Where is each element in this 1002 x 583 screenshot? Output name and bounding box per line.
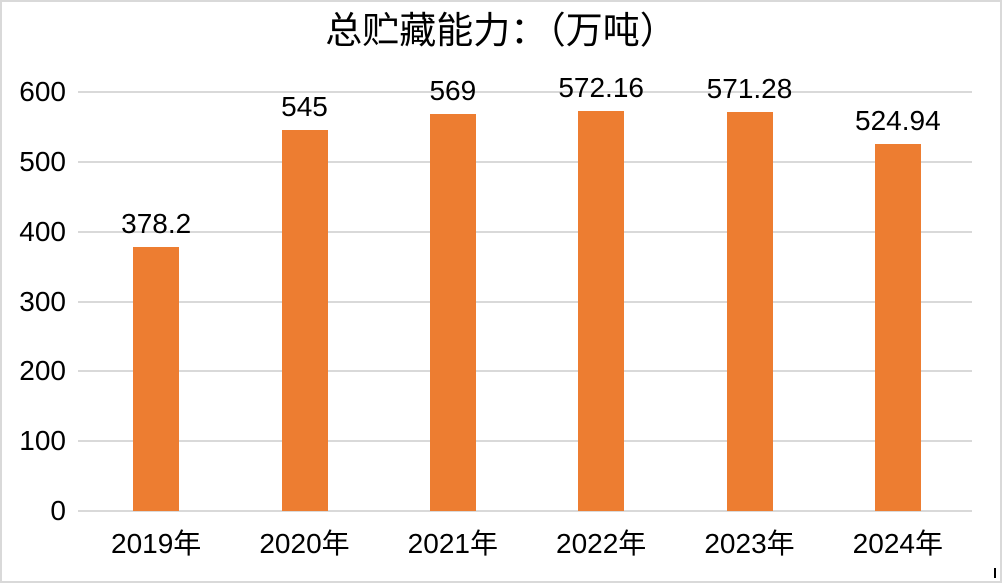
bar [874, 144, 921, 511]
x-axis-category-label: 2022年 [556, 528, 647, 559]
gridline [78, 440, 972, 443]
bar-value-label: 378.2 [121, 207, 192, 239]
stray-caret-mark [994, 568, 996, 578]
x-axis-category-label: 2021年 [407, 528, 498, 559]
bar [578, 111, 625, 511]
y-axis-tick-label: 300 [19, 285, 66, 317]
bar [726, 112, 773, 511]
bar [281, 130, 328, 511]
y-axis-tick-label: 600 [19, 76, 66, 107]
y-axis-tick-label: 0 [50, 495, 66, 526]
y-axis-tick-label: 500 [19, 145, 66, 177]
y-axis-tick-label: 100 [19, 425, 66, 457]
bar-value-label: 572.16 [558, 72, 644, 104]
x-axis-category-label: 2023年 [704, 528, 795, 559]
x-axis-category-label: 2019年 [111, 528, 202, 559]
gridline [78, 160, 972, 163]
bar-value-label: 571.28 [706, 73, 793, 105]
bar [133, 246, 180, 511]
bar-value-label: 569 [429, 74, 477, 106]
y-axis-tick-label: 400 [19, 215, 66, 247]
plot-area: 0 100 200 300 400 500 600 378.2 545 569 572.16 571… [19, 74, 972, 559]
bar [429, 113, 476, 511]
gridline [78, 370, 972, 373]
bar-value-label: 524.94 [855, 105, 941, 137]
x-axis-category-label: 2024年 [852, 528, 943, 559]
gridline [78, 510, 972, 512]
chart-title: 总贮藏能力：（万吨） [325, 9, 677, 52]
x-axis-category-label: 2020年 [259, 528, 350, 559]
gridline [78, 91, 972, 93]
y-axis-tick-label: 200 [19, 355, 66, 387]
gridline [78, 300, 972, 303]
bar-value-label: 545 [281, 91, 328, 123]
gridline [78, 230, 972, 233]
